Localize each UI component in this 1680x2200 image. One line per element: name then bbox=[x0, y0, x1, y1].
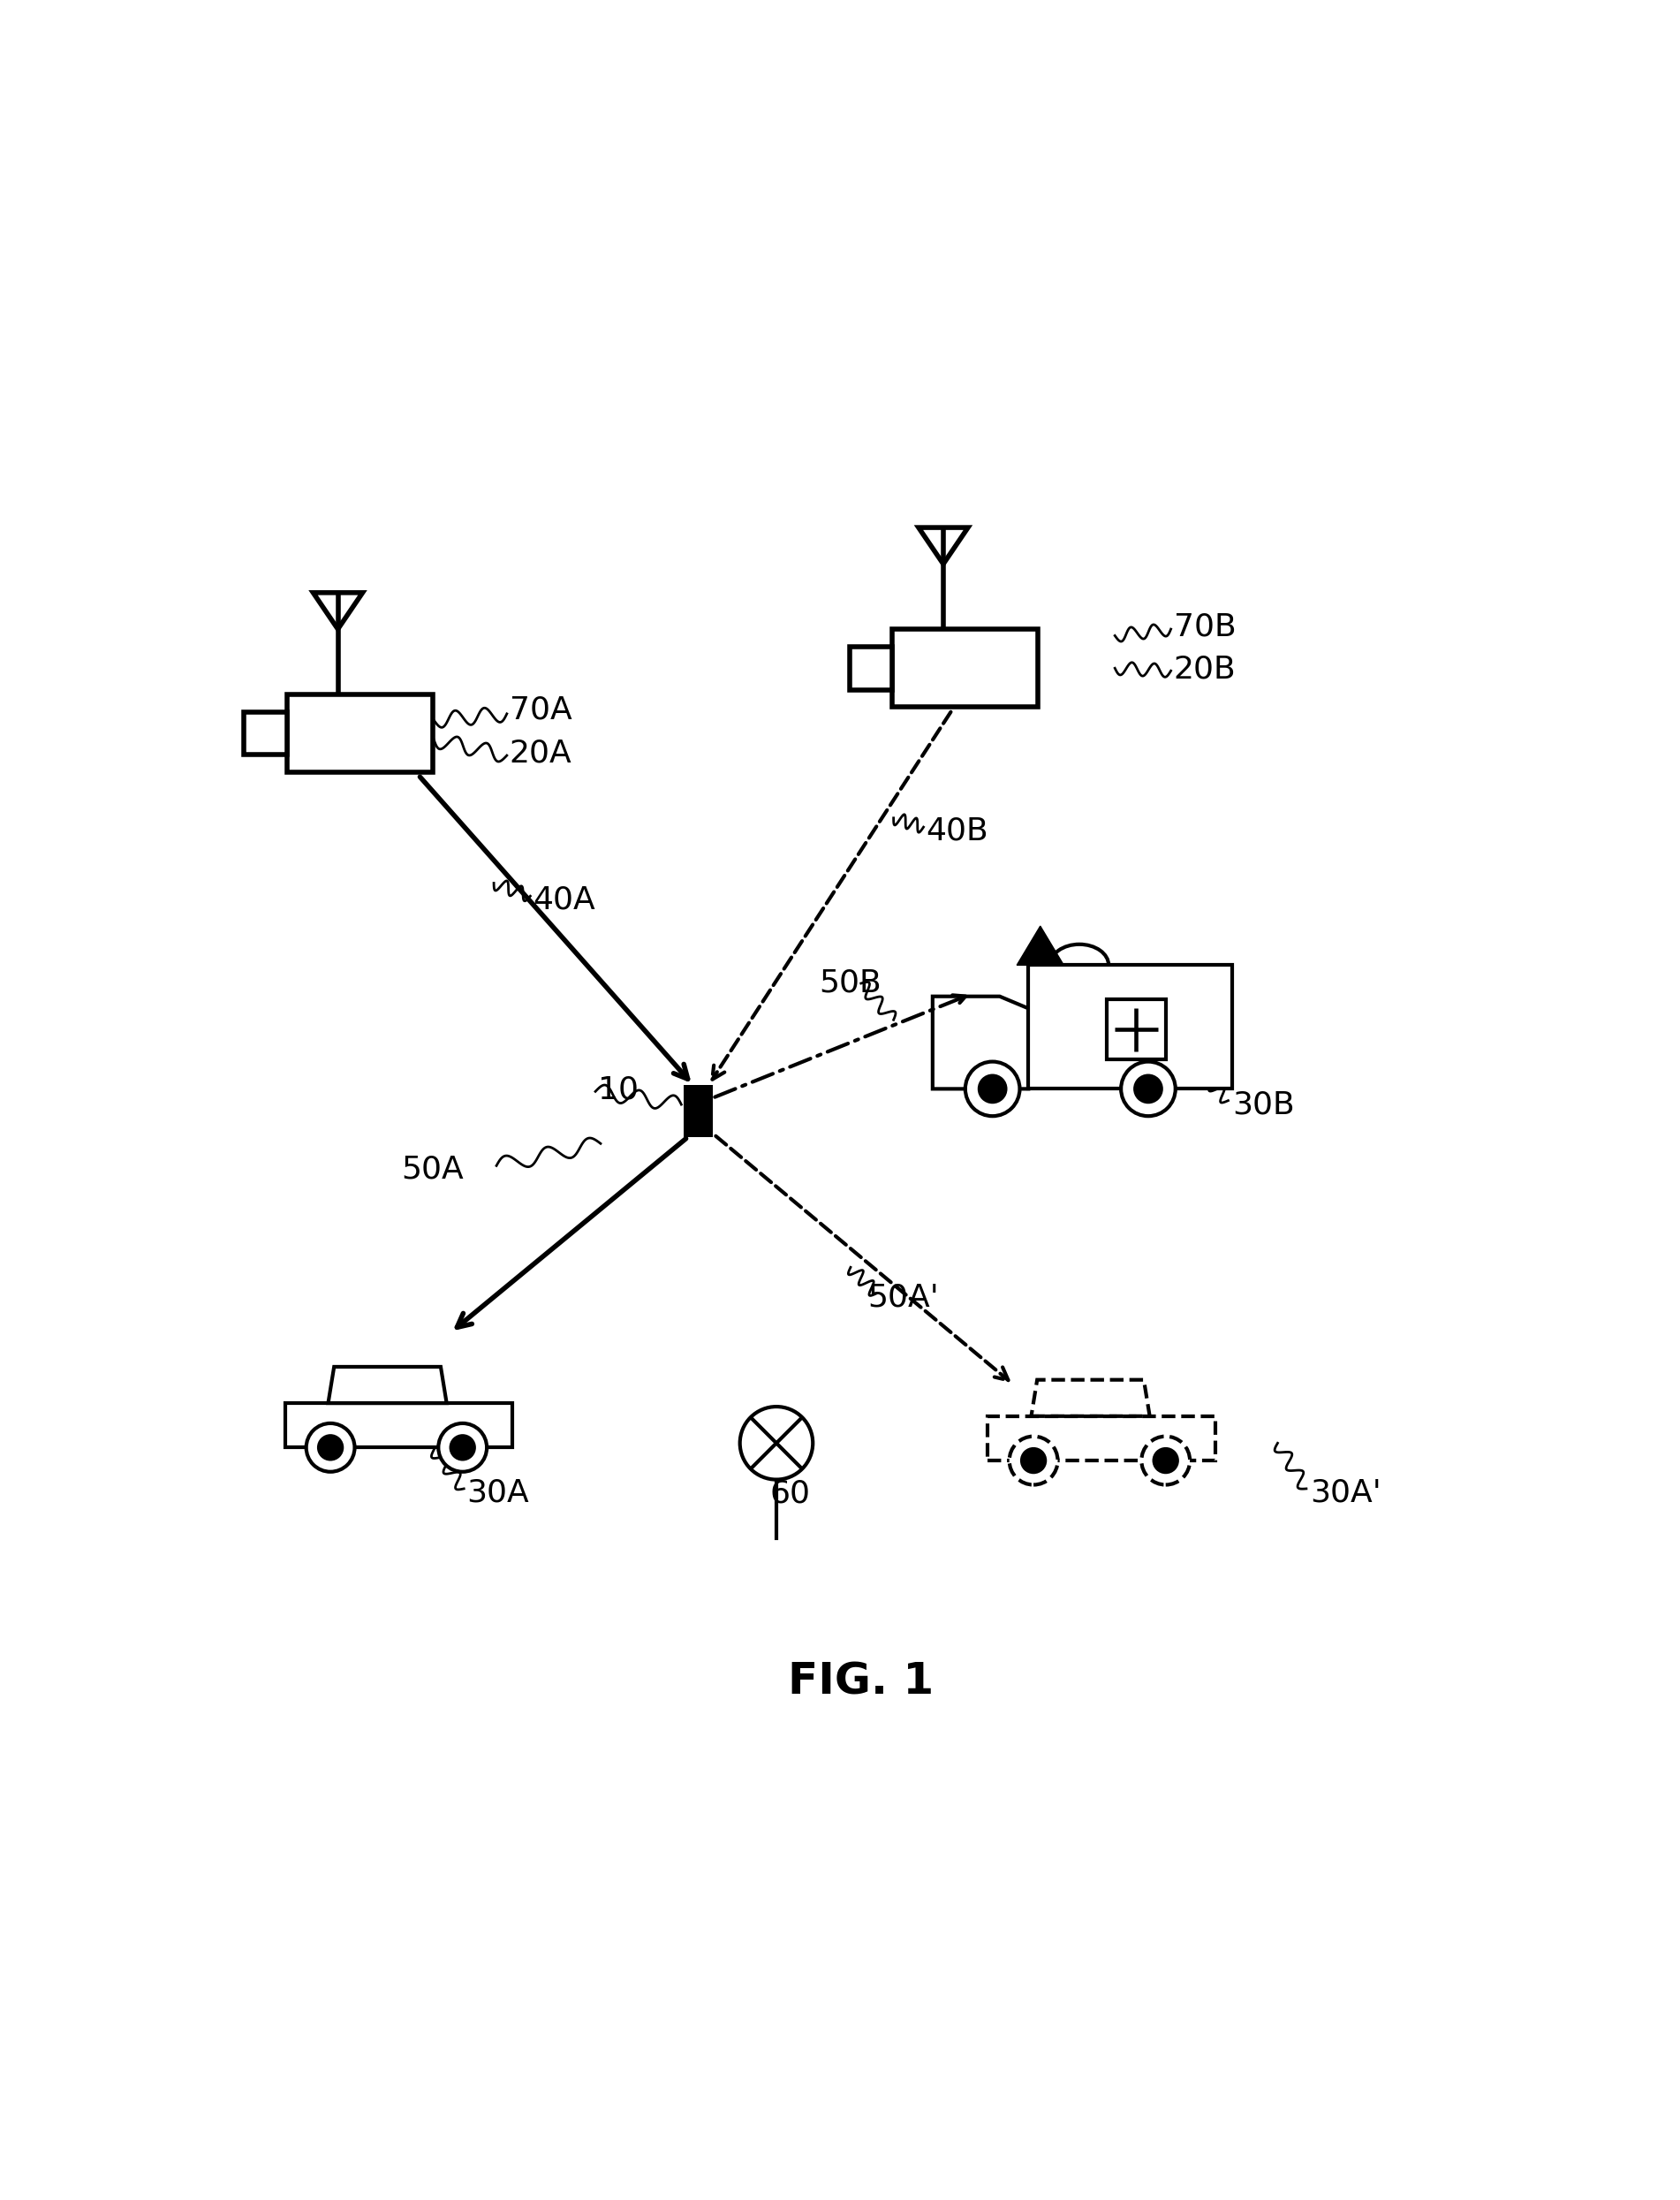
Text: 40B: 40B bbox=[926, 816, 988, 847]
Circle shape bbox=[1141, 1437, 1189, 1485]
Text: 70B: 70B bbox=[1173, 612, 1236, 642]
Circle shape bbox=[1121, 1063, 1176, 1115]
Text: 70A: 70A bbox=[509, 695, 571, 724]
Bar bbox=[850, 647, 892, 689]
Text: 40A: 40A bbox=[533, 884, 595, 915]
Bar bbox=[988, 1417, 1216, 1461]
Text: 30A: 30A bbox=[467, 1478, 529, 1507]
Text: 50A: 50A bbox=[402, 1155, 464, 1184]
Bar bbox=[287, 695, 433, 772]
Text: 60: 60 bbox=[769, 1478, 810, 1509]
Text: 20B: 20B bbox=[1173, 653, 1236, 684]
Bar bbox=[684, 1085, 712, 1137]
Bar bbox=[1107, 999, 1166, 1060]
Text: FIG. 1: FIG. 1 bbox=[788, 1661, 934, 1703]
Text: 20A: 20A bbox=[509, 737, 571, 768]
Bar bbox=[244, 713, 287, 755]
Circle shape bbox=[739, 1406, 813, 1481]
Circle shape bbox=[450, 1434, 475, 1459]
Text: 30B: 30B bbox=[1231, 1089, 1295, 1120]
Circle shape bbox=[1134, 1076, 1163, 1102]
Text: 50A': 50A' bbox=[867, 1283, 939, 1311]
Bar bbox=[1028, 966, 1231, 1089]
Circle shape bbox=[979, 1076, 1006, 1102]
Circle shape bbox=[438, 1423, 487, 1472]
Circle shape bbox=[1010, 1437, 1058, 1485]
Text: 50B: 50B bbox=[820, 968, 882, 999]
Text: 10: 10 bbox=[598, 1076, 638, 1104]
Circle shape bbox=[306, 1423, 354, 1472]
Circle shape bbox=[1154, 1448, 1178, 1472]
Text: 30A': 30A' bbox=[1310, 1478, 1381, 1507]
Circle shape bbox=[966, 1063, 1020, 1115]
Circle shape bbox=[1021, 1448, 1045, 1472]
Circle shape bbox=[318, 1434, 343, 1459]
Bar bbox=[892, 629, 1038, 706]
Polygon shape bbox=[1016, 926, 1063, 966]
Bar bbox=[286, 1404, 512, 1448]
